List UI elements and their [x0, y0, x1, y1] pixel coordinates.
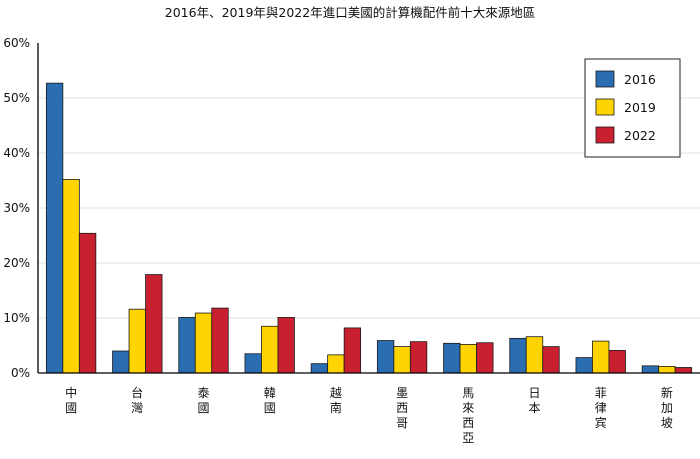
bar-2019 — [658, 365, 676, 374]
x-category-char: 灣 — [131, 401, 143, 415]
x-category-char: 日 — [528, 386, 540, 400]
x-category-char: 西 — [462, 416, 474, 430]
legend-swatch-2016 — [595, 70, 615, 88]
x-category-char: 中 — [65, 385, 77, 400]
bar-2016 — [376, 340, 395, 374]
chart-title: 2016年、2019年與2022年進口美國的計算機配件前十大來源地區 — [164, 5, 536, 20]
x-category-char: 菲 — [595, 386, 607, 400]
x-category-label: 泰國 — [197, 386, 209, 415]
y-tick-label: 10% — [3, 311, 30, 325]
bar-2022 — [542, 346, 560, 374]
bar-2016 — [641, 365, 660, 374]
x-category-char: 馬 — [462, 386, 474, 400]
bar-2019 — [459, 343, 477, 374]
x-category-char: 台 — [131, 385, 143, 400]
bar-2022 — [277, 317, 295, 374]
bar-2016 — [509, 337, 527, 374]
y-tick-label: 40% — [3, 146, 30, 160]
bar-2019 — [261, 325, 279, 374]
x-category-label: 台灣 — [131, 385, 143, 415]
bar-2022 — [608, 350, 626, 374]
bar-2019 — [62, 178, 80, 374]
bar-2022 — [409, 341, 428, 374]
bar-2019 — [525, 336, 544, 374]
x-category-char: 來 — [462, 401, 474, 415]
bar-2019 — [128, 308, 146, 374]
x-category-label: 菲律宾 — [595, 386, 607, 430]
x-category-label: 日本 — [528, 386, 540, 415]
x-category-char: 本 — [528, 401, 540, 415]
bar-2016 — [178, 317, 196, 374]
legend-swatch-2019 — [595, 98, 615, 116]
x-category-char: 韓 — [264, 386, 276, 400]
bar-2022 — [145, 274, 163, 374]
x-category-char: 坡 — [661, 416, 673, 430]
bar-2022 — [674, 367, 693, 374]
y-tick-label: 30% — [3, 201, 30, 215]
bar-2022 — [78, 232, 97, 374]
bar-2022 — [476, 342, 494, 374]
x-category-char: 亞 — [462, 431, 474, 445]
x-category-char: 國 — [264, 401, 276, 415]
legend-label: 2016 — [624, 72, 656, 87]
x-category-char: 宾 — [595, 415, 607, 430]
x-category-char: 西 — [396, 401, 408, 415]
x-category-char: 國 — [65, 401, 77, 415]
x-category-char: 國 — [197, 401, 209, 415]
x-category-label: 越南 — [330, 386, 342, 415]
x-category-label: 墨西哥 — [396, 386, 408, 430]
bar-2016 — [310, 363, 329, 374]
bar-2016 — [575, 357, 593, 374]
bar-2016 — [112, 350, 130, 374]
x-category-char: 哥 — [396, 416, 408, 430]
y-tick-label: 0% — [11, 366, 30, 380]
legend-label: 2019 — [624, 100, 656, 115]
axes — [37, 43, 700, 374]
bar-2016 — [45, 82, 64, 374]
x-category-char: 南 — [330, 400, 342, 415]
x-category-char: 越 — [330, 386, 342, 400]
y-tick-labels: 0% 10% 20% 30% 40% 50% 60% — [3, 36, 30, 380]
legend-label: 2022 — [624, 128, 656, 143]
x-category-char: 律 — [595, 401, 607, 415]
x-category-char: 墨 — [396, 386, 408, 400]
y-tick-label: 50% — [3, 91, 30, 105]
bar-2019 — [327, 354, 345, 374]
x-category-label: 中國 — [65, 385, 77, 415]
bar-2016 — [244, 353, 262, 374]
bar-2016 — [443, 342, 461, 374]
bar-2019 — [393, 346, 411, 374]
bar-2019 — [592, 340, 610, 374]
x-category-label: 新加坡 — [661, 385, 673, 430]
bar-2019 — [194, 312, 213, 374]
legend-swatch-2022 — [595, 126, 615, 144]
legend: 2016 2019 2022 — [584, 58, 681, 158]
bar-2022 — [343, 327, 362, 374]
x-category-char: 新 — [661, 385, 673, 400]
y-tick-label: 20% — [3, 256, 30, 270]
x-category-char: 泰 — [197, 386, 209, 400]
x-category-char: 加 — [661, 401, 673, 415]
y-tick-label: 60% — [3, 36, 30, 50]
bar-2022 — [211, 307, 229, 374]
x-category-label: 韓國 — [264, 386, 276, 415]
